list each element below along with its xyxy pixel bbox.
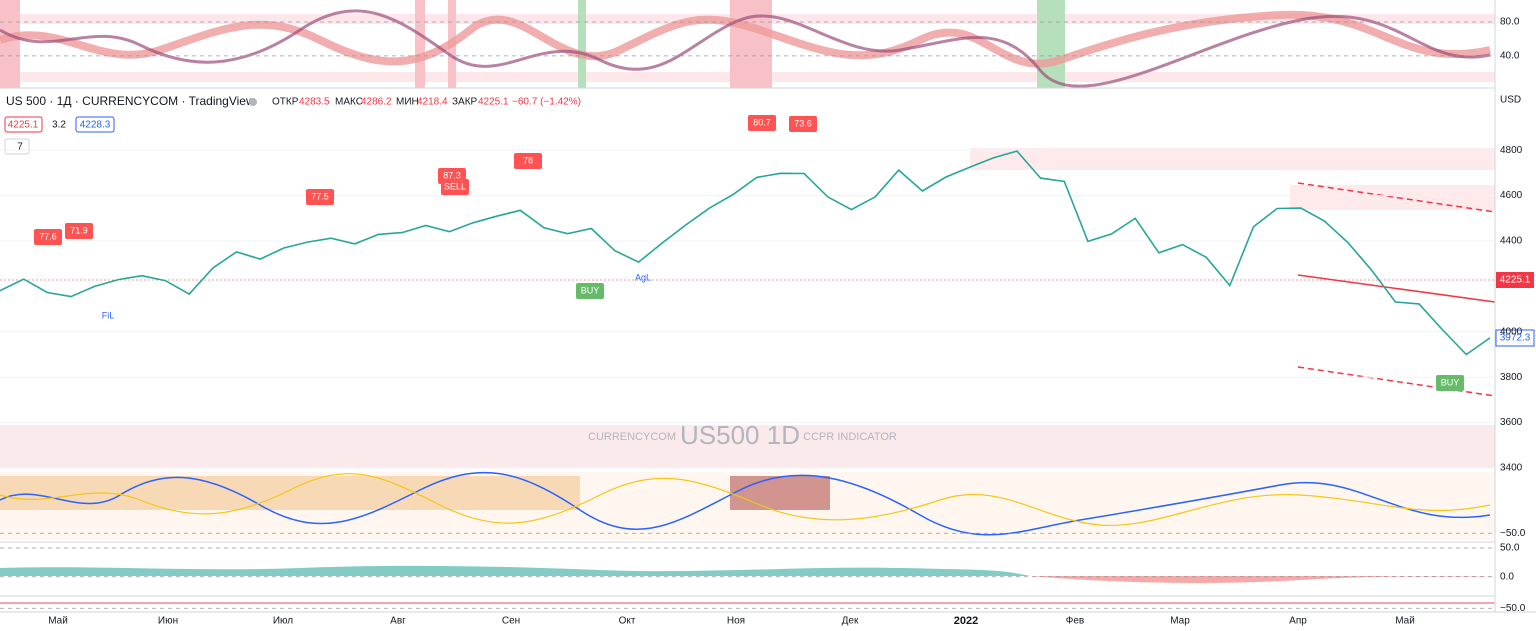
y-tick-label: 3800 (1500, 372, 1523, 383)
trend-line (1297, 366, 1496, 397)
high-label: МАКС (335, 97, 363, 108)
oscillator-line (0, 9, 1491, 88)
hist-area (0, 565, 1030, 576)
time-label: Авг (390, 616, 406, 627)
ask[interactable]: 4228.3 (80, 120, 111, 131)
osc-band (730, 476, 830, 510)
signal-badge (748, 115, 776, 131)
time-label: Июн (158, 616, 178, 627)
close-label: ЗАКР (452, 97, 478, 108)
y-tick-label: 80.0 (1500, 17, 1520, 28)
y-tick-label: −50.0 (1500, 603, 1526, 614)
signal-label: 87.3 (443, 170, 461, 180)
y-tick-label: 4000 (1500, 326, 1523, 337)
symbol-title[interactable]: US 500 · 1Д · CURRENCYCOM · TradingView (6, 94, 255, 108)
ask-box[interactable] (75, 116, 115, 133)
y-tick-label: 4800 (1500, 145, 1523, 156)
signal-badge (306, 189, 334, 205)
signal-label: FiL (102, 310, 115, 320)
time-label: 2022 (954, 615, 978, 627)
time-label: Фев (1066, 616, 1084, 627)
highlight (578, 0, 586, 88)
y-tick-label: 50.0 (1500, 543, 1520, 554)
osc-line (0, 473, 1491, 527)
close-value: 4225.1 (478, 97, 509, 108)
price-tag-label: 4225.1 (1500, 275, 1531, 286)
signal-label: 78 (523, 155, 533, 165)
time-label: Май (48, 616, 68, 627)
y-tick-label: −50.0 (1500, 528, 1526, 539)
bid-box[interactable] (4, 116, 43, 133)
open-label: ОТКР (272, 97, 299, 108)
highlight (0, 0, 20, 88)
signal-label: 71.9 (70, 225, 88, 235)
signal-badge (34, 229, 62, 245)
trend-line (1297, 274, 1496, 303)
trend-line (1297, 182, 1496, 213)
time-label: Окт (619, 616, 636, 627)
signal-label: 77.5 (311, 191, 329, 201)
high-value: 4286.2 (361, 97, 392, 108)
y-tick-label: 3600 (1500, 417, 1523, 428)
y-tick-label: 3400 (1500, 463, 1523, 474)
time-label: Ноя (727, 616, 745, 627)
low-value: 4218.4 (417, 97, 448, 108)
signal-label: 77.6 (39, 231, 57, 241)
price-line (0, 150, 1491, 356)
change: −60.7 (−1.42%) (512, 97, 581, 108)
resistance-zone (970, 148, 1495, 170)
hist-area (1030, 576, 1495, 583)
signal-label: BUY (1441, 377, 1460, 387)
osc-panel (0, 472, 1495, 540)
y-tick-label: 0.0 (1500, 571, 1514, 582)
time-label: Май (1395, 616, 1415, 627)
currency[interactable]: USD (1500, 95, 1521, 106)
signal-badge (441, 179, 469, 195)
signal-label: 80.7 (753, 117, 771, 127)
highlight (1037, 0, 1065, 88)
watermark-source: CURRENCYCOM (588, 431, 676, 443)
signal-badge (576, 283, 604, 299)
signal-label: SELL (444, 181, 466, 191)
ribbon (0, 10, 1491, 68)
signal-badge (789, 116, 817, 132)
y-tick-label: 40.0 (1500, 50, 1520, 61)
osc-band (0, 476, 580, 510)
volume-area (0, 425, 1495, 468)
signal-label: 73.6 (794, 118, 812, 128)
signal-badge (65, 223, 93, 239)
watermark-indicator: CCPR INDICATOR (803, 431, 897, 443)
signal-badge (1436, 375, 1464, 391)
time-label: Дек (842, 616, 859, 627)
time-label: Сен (502, 616, 520, 627)
price-tag-label: 3972.3 (1500, 333, 1531, 344)
market-status (249, 98, 257, 106)
highlight (415, 0, 425, 88)
signal-badge (514, 153, 542, 169)
open-value: 4283.5 (299, 97, 330, 108)
signal-label: BUY (581, 285, 600, 295)
watermark: US500 1D (680, 420, 800, 450)
y-tick-label: 4400 (1500, 236, 1523, 247)
osc-line (0, 471, 1491, 536)
y-tick-label: 4600 (1500, 190, 1523, 201)
spread: 3.2 (52, 120, 66, 131)
price-tag (1495, 329, 1535, 347)
time-label: Апр (1289, 616, 1307, 627)
highlight (730, 0, 772, 88)
time-label: Июл (273, 616, 293, 627)
signal-label: AgL (635, 272, 651, 282)
indicators-count[interactable]: 7 (17, 142, 23, 153)
low-label: МИН (396, 97, 419, 108)
time-label: Мар (1170, 616, 1190, 627)
price-tag (1496, 272, 1534, 288)
bid[interactable]: 4225.1 (8, 120, 39, 131)
